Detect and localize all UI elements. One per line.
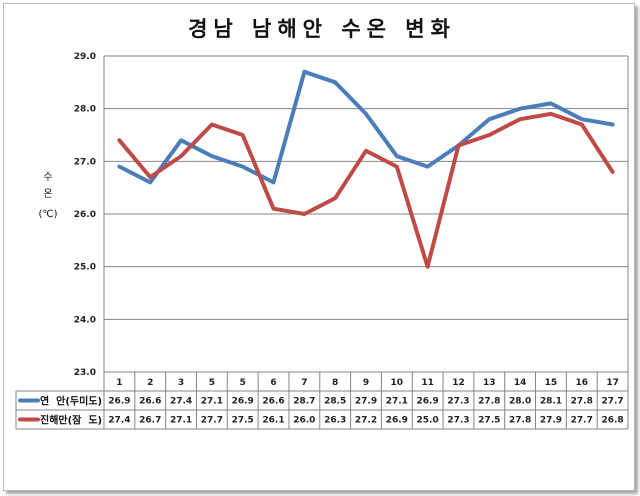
table-cell-value: 28.0 <box>509 397 531 407</box>
y-tick-label: 26.0 <box>74 210 96 220</box>
table-cell-value: 26.8 <box>601 416 623 426</box>
x-category-label: 7 <box>301 378 307 388</box>
x-category-label: 3 <box>178 378 184 388</box>
table-cell-value: 27.4 <box>170 397 192 407</box>
table-cell-value: 28.1 <box>540 397 562 407</box>
y-tick-label: 27.0 <box>74 157 96 167</box>
x-category-label: 2 <box>147 378 153 388</box>
series-line-1 <box>117 69 615 185</box>
table-cell-value: 27.8 <box>478 397 500 407</box>
table-cell-value: 27.9 <box>355 397 377 407</box>
table-cell-value: 26.9 <box>108 397 130 407</box>
table-cell-value: 27.5 <box>478 416 500 426</box>
x-category-label: 5 <box>209 378 215 388</box>
x-category-label: 5 <box>240 378 246 388</box>
x-category-label: 9 <box>363 378 369 388</box>
x-category-label: 1 <box>116 378 122 388</box>
y-tick-label: 28.0 <box>74 105 96 115</box>
table-cell-value: 28.7 <box>293 397 315 407</box>
series-name-1: 연 안(두미도) <box>40 395 102 408</box>
x-category-label: 13 <box>483 378 496 388</box>
x-category-label: 16 <box>575 378 588 388</box>
table-cell-value: 27.3 <box>447 416 469 426</box>
x-category-label: 8 <box>332 378 338 388</box>
series-layer <box>117 69 615 269</box>
x-category-label: 15 <box>545 378 558 388</box>
table-cell-value: 25.0 <box>417 416 439 426</box>
table-cell-value: 28.5 <box>324 397 346 407</box>
series-name-2: 진해만(잠 도) <box>40 414 102 427</box>
table-cell-value: 26.6 <box>262 397 284 407</box>
table-cell-value: 27.2 <box>355 416 377 426</box>
table-cell-value: 26.1 <box>262 416 284 426</box>
y-axis-label-part: (℃) <box>38 209 57 220</box>
y-tick-label: 29.0 <box>74 52 96 62</box>
x-category-label: 14 <box>514 378 527 388</box>
table-cell-value: 26.3 <box>324 416 346 426</box>
y-axis-label-part: 수 <box>43 171 52 183</box>
table-cell-value: 27.9 <box>540 416 562 426</box>
table-cell-value: 26.7 <box>139 416 161 426</box>
y-axis-label: 수온 (℃) <box>38 171 57 220</box>
table-cell-value: 26.0 <box>293 416 315 426</box>
x-category-label: 10 <box>391 378 404 388</box>
table-cell-value: 26.9 <box>386 416 408 426</box>
data-table: 1 2 3 5 5 6 7 8 9 10 11 12 13 14 15 16 17연 안(두미도) 26.9 26.… <box>15 371 629 430</box>
table-cell-value: 27.1 <box>386 397 408 407</box>
table-cell-value: 27.8 <box>509 416 531 426</box>
table-cell-value: 27.5 <box>232 416 254 426</box>
x-category-label: 6 <box>270 378 276 388</box>
y-tick-label: 23.0 <box>74 368 96 378</box>
table-cell-value: 27.1 <box>201 397 223 407</box>
table-cell-value: 26.9 <box>417 397 439 407</box>
x-category-label: 11 <box>421 378 434 388</box>
chart-title: 경남 남해안 수온 변화 <box>188 17 456 41</box>
y-axis-label-part: 온 <box>43 188 52 200</box>
table-cell-value: 26.9 <box>232 397 254 407</box>
table-cell-value: 27.4 <box>108 416 130 426</box>
table-cell-value: 27.7 <box>201 416 223 426</box>
table-cell-value: 26.6 <box>139 397 161 407</box>
x-category-label: 17 <box>606 378 619 388</box>
series-line-2 <box>117 111 615 269</box>
y-tick-label: 25.0 <box>74 263 96 273</box>
x-category-label: 12 <box>452 378 465 388</box>
y-tick-label: 24.0 <box>74 315 96 325</box>
table-cell-value: 27.7 <box>601 397 623 407</box>
table-cell-value: 27.8 <box>571 397 593 407</box>
table-cell-value: 27.3 <box>447 397 469 407</box>
table-cell-value: 27.1 <box>170 416 192 426</box>
table-cell-value: 27.7 <box>571 416 593 426</box>
